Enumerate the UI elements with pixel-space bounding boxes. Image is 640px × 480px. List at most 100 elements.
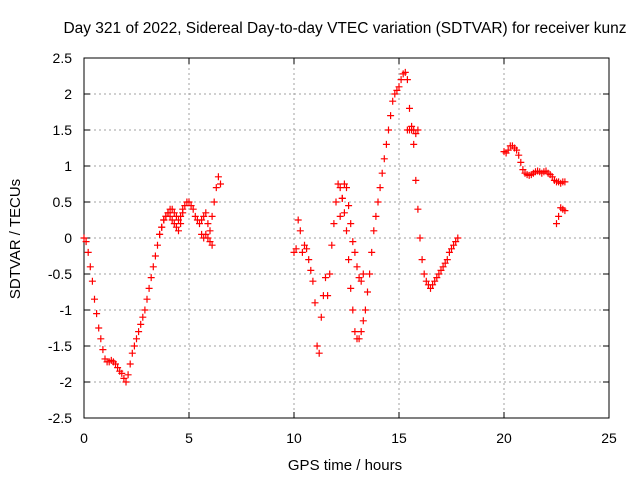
grid [84, 58, 609, 418]
data-point [513, 146, 521, 154]
axis-ticks: 0 5 10 15 20 25 -2.5 -2 -1.5 -1 -0.5 0 0.5 1 1.5 2 2.5 [48, 50, 617, 446]
data-point [422, 277, 430, 285]
data-point [151, 252, 159, 260]
data-point [200, 212, 208, 220]
data-point [349, 238, 357, 246]
data-point [118, 369, 126, 377]
data-point [181, 202, 189, 210]
data-point [317, 313, 325, 321]
y-tick-label: -2.5 [48, 410, 72, 426]
data-point [326, 270, 334, 278]
data-point [298, 248, 306, 256]
data-point [206, 227, 214, 235]
data-point [561, 207, 569, 215]
data-point [368, 248, 376, 256]
data-point [303, 245, 311, 253]
data-point [412, 176, 420, 184]
data-point [328, 241, 336, 249]
data-point [391, 90, 399, 98]
data-point [172, 223, 180, 231]
data-point [164, 209, 172, 217]
data-point [191, 212, 199, 220]
data-point [429, 281, 437, 289]
data-point [322, 274, 329, 282]
data-point [515, 151, 523, 159]
data-point [177, 220, 185, 228]
data-point [340, 209, 348, 217]
data-point [296, 227, 304, 235]
data-point [361, 306, 369, 314]
data-point [445, 248, 453, 256]
data-point [82, 238, 90, 246]
data-point [347, 220, 355, 228]
y-tick-label: -1.5 [48, 338, 72, 354]
data-point [450, 241, 458, 249]
data-point [170, 209, 178, 217]
data-point [504, 146, 512, 154]
data-point [84, 248, 92, 256]
data-point [366, 270, 374, 278]
data-point [122, 378, 130, 386]
data-point [141, 306, 149, 314]
data-point [412, 130, 420, 138]
data-point [198, 216, 206, 224]
data-point [345, 202, 353, 210]
data-point [114, 364, 122, 372]
data-point [414, 126, 422, 134]
data-point [135, 328, 143, 336]
data-point [380, 155, 388, 163]
data-point [408, 122, 416, 130]
data-point [336, 212, 344, 220]
data-point [133, 335, 140, 343]
data-point [214, 173, 222, 181]
data-point [401, 68, 409, 76]
data-point [374, 198, 382, 206]
data-point [397, 76, 405, 84]
data-point [406, 104, 413, 112]
x-tick-label: 10 [286, 430, 302, 446]
data-point [382, 140, 390, 148]
data-point [154, 241, 161, 249]
y-tick-label: 1 [64, 158, 72, 174]
data-point [403, 76, 411, 84]
data-point [370, 227, 378, 235]
data-point [179, 205, 187, 213]
data-point [185, 198, 193, 206]
data-point [294, 216, 302, 224]
data-point [353, 263, 361, 271]
data-point [519, 166, 527, 174]
data-point [376, 184, 384, 192]
data-point [385, 126, 392, 134]
data-point [416, 234, 424, 242]
data-point [355, 274, 363, 282]
data-point [212, 184, 220, 192]
data-point [208, 241, 216, 249]
data-point [345, 256, 353, 264]
data-point [351, 328, 359, 336]
data-point [112, 360, 119, 368]
y-tick-label: 0.5 [53, 194, 73, 210]
y-tick-label: -0.5 [48, 266, 72, 282]
data-point [336, 184, 344, 192]
data-point [217, 180, 224, 188]
data-point [126, 360, 134, 368]
data-point [187, 202, 195, 210]
data-point [420, 270, 428, 278]
data-point [120, 374, 128, 382]
data-point [387, 112, 395, 120]
data-point [338, 194, 346, 202]
data-point [177, 212, 185, 220]
data-point [378, 169, 386, 177]
data-point [292, 245, 300, 253]
data-point [137, 320, 145, 328]
data-point [452, 238, 460, 246]
data-point [170, 220, 178, 228]
data-point [139, 313, 147, 321]
data-point [340, 180, 348, 188]
data-point [414, 205, 422, 213]
data-point [189, 205, 197, 213]
data-point [454, 234, 462, 242]
y-tick-label: 2 [64, 86, 72, 102]
y-tick-label: -1 [60, 302, 73, 318]
